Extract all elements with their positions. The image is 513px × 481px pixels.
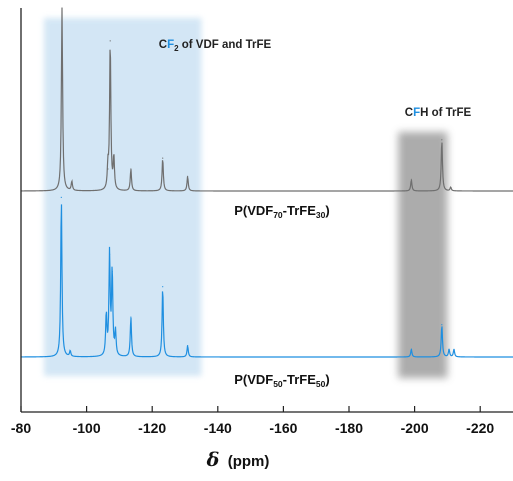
series-line-0 — [20, 7, 513, 192]
series-label-vdf70: P(VDF70-TrFE30) — [234, 203, 330, 220]
cfh-highlight-band — [398, 132, 448, 378]
x-axis-unit: (ppm) — [228, 453, 270, 470]
peak-point-0-5 — [130, 168, 132, 170]
label-part: -TrFE — [283, 203, 317, 218]
label-subscript: 50 — [273, 379, 283, 389]
label-subscript: 50 — [316, 379, 326, 389]
series-line-1 — [21, 204, 513, 358]
x-tick-label: -220 — [466, 420, 494, 436]
x-tick-label: -140 — [204, 420, 232, 436]
peak-point-0-4 — [113, 157, 115, 159]
peak-point-0-1 — [71, 181, 73, 183]
series-label-vdf50: P(VDF50-TrFE50) — [234, 372, 330, 389]
annot-rest: of VDF and TrFE — [179, 39, 272, 51]
peak-point-0-7 — [187, 175, 189, 177]
peak-point-1-12 — [453, 348, 455, 350]
annot-letter-f: F — [413, 107, 420, 119]
x-tick-label: -200 — [401, 420, 429, 436]
annot-letter-c: C — [405, 107, 413, 119]
annot-rest: H of TrFE — [420, 107, 471, 119]
peak-point-0-3 — [109, 40, 111, 42]
x-axis-ticks: -80 -100 -120 -140 -160 -180 -200 -220 — [11, 406, 494, 436]
x-axis-title: δ (ppm) — [206, 449, 270, 471]
label-subscript: 30 — [316, 210, 326, 220]
peak-point-1-3 — [109, 253, 111, 255]
x-axis-symbol: δ — [206, 449, 220, 471]
cfh-region-label: CFH of TrFE — [405, 107, 472, 119]
annot-letter-c: C — [159, 39, 167, 51]
peak-point-1-4 — [111, 270, 113, 273]
peak-point-0-2 — [107, 168, 109, 170]
peak-point-0-9 — [441, 139, 443, 141]
peak-point-0-6 — [162, 157, 164, 159]
peak-point-1-5 — [114, 331, 117, 333]
peak-point-1-8 — [187, 345, 189, 347]
x-tick-label: -120 — [138, 420, 166, 436]
label-part: -TrFE — [283, 372, 317, 387]
peak-point-1-6 — [130, 316, 132, 318]
peak-point-1-7 — [162, 286, 164, 288]
peak-point-1-11 — [448, 348, 450, 350]
peak-point-0-0 — [61, 7, 63, 9]
label-part: ) — [325, 372, 329, 387]
label-part: P(VDF — [234, 203, 273, 218]
peak-point-0-10 — [450, 186, 452, 188]
peak-point-1-9 — [410, 348, 412, 350]
series-layer — [20, 7, 513, 358]
annot-subscript: 2 — [174, 44, 179, 53]
x-tick-label: -100 — [73, 420, 101, 436]
peak-point-1-1 — [69, 350, 71, 352]
x-tick-label: -180 — [335, 420, 363, 436]
peak-point-0-8 — [410, 179, 412, 181]
series-0 — [20, 7, 513, 192]
x-tick-label: -160 — [269, 420, 297, 436]
series-1 — [21, 196, 513, 358]
x-tick-label: -80 — [11, 420, 31, 436]
annot-letter-f: F — [167, 39, 174, 51]
peak-point-1-0 — [60, 196, 62, 198]
label-subscript: 70 — [273, 210, 283, 220]
cf2-highlight-band — [43, 18, 202, 376]
peak-point-1-10 — [441, 324, 443, 326]
cf2-region-label: CF2 of VDF and TrFE — [159, 39, 272, 53]
label-part: ) — [325, 203, 329, 218]
label-part: P(VDF — [234, 372, 273, 387]
peak-point-1-2 — [105, 314, 107, 316]
